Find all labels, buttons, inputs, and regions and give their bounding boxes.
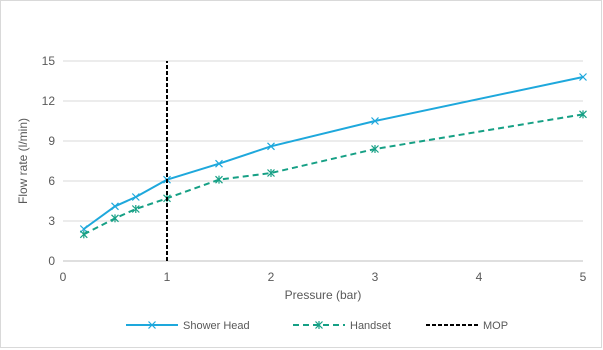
legend-marker: [315, 321, 323, 329]
x-tick-label: 4: [476, 270, 483, 284]
y-axis-title: Flow rate (l/min): [16, 118, 30, 204]
y-tick-label: 12: [42, 94, 56, 108]
handset-point: [215, 175, 223, 184]
series-group: [79, 61, 587, 261]
marker-stroke: [371, 117, 379, 125]
shower-head-point: [215, 159, 223, 168]
x-tick-label: 3: [372, 270, 379, 284]
handset-line: [83, 113, 584, 236]
marker-stroke: [131, 193, 140, 201]
legend-item-handset: Handset: [293, 320, 391, 332]
x-tick-label: 5: [580, 270, 587, 284]
legend-item-mop: MOP: [426, 320, 508, 332]
x-tick-label: 0: [60, 270, 67, 284]
shower-head-point: [579, 73, 587, 81]
legend-label: Shower Head: [183, 320, 250, 332]
legend-item-shower-head: Shower Head: [126, 320, 250, 332]
x-tick-label: 1: [164, 270, 171, 284]
shower-head-point: [131, 193, 140, 201]
handset-point: [371, 145, 379, 153]
marker-stroke: [148, 321, 156, 329]
y-tick-label: 3: [48, 214, 55, 228]
marker-stroke: [579, 73, 587, 81]
gridlines: [63, 60, 583, 222]
marker-stroke: [215, 159, 223, 168]
x-tick-label: 2: [268, 270, 275, 284]
y-tick-label: 0: [48, 254, 55, 268]
shower-head-line: [83, 76, 584, 230]
x-axis-title: Pressure (bar): [285, 288, 362, 302]
shower-head-point: [111, 202, 119, 211]
handset-point: [111, 214, 119, 223]
marker-stroke: [111, 202, 119, 211]
marker-stroke: [267, 142, 275, 151]
handset-point: [131, 205, 140, 213]
y-tick-label: 15: [42, 54, 56, 68]
shower-head-point: [267, 142, 275, 151]
y-tick-label: 9: [48, 134, 55, 148]
y-tick-label: 6: [48, 174, 55, 188]
legend-marker: [148, 321, 156, 329]
legend: Shower Head Handset MOP: [126, 320, 508, 332]
legend-label: Handset: [350, 320, 391, 332]
legend-label: MOP: [483, 320, 508, 332]
handset-point: [267, 169, 275, 177]
handset-point: [79, 230, 88, 239]
handset-point: [579, 110, 587, 119]
shower-head-point: [371, 117, 379, 125]
